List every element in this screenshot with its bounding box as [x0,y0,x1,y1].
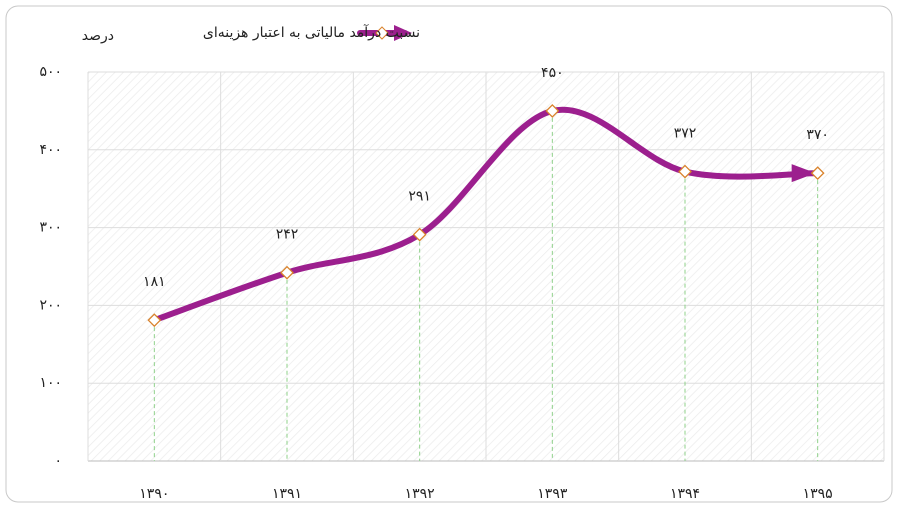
y-tick-label: ۲۰۰ [39,297,62,313]
marker [678,164,692,179]
x-tick-label: ۱۳۹۲ [405,486,435,502]
data-label: ۴۵۰ [541,65,564,81]
marker [412,227,427,242]
data-label: ۳۷۰ [806,127,829,143]
x-tick-label: ۱۳۹۰ [139,486,169,502]
y-tick-label: ۳۰۰ [39,220,62,236]
marker [545,103,560,118]
marker [280,265,294,280]
y-tick-label: ۴۰۰ [39,142,62,158]
data-label: ۲۹۱ [408,189,431,205]
data-label: ۳۷۲ [674,126,697,142]
legend-arrow [394,25,412,41]
data-label: ۱۸۱ [143,274,166,290]
y-tick-label: ۵۰۰ [39,64,62,80]
y-tick-label: ۱۰۰ [39,375,62,391]
marker [147,313,162,328]
line-arrow [791,164,816,183]
marker [810,166,825,181]
x-tick-label: ۱۳۹۴ [670,486,700,502]
legend-marker [375,26,389,40]
data-label: ۲۴۲ [276,227,299,243]
y-axis-label: درصد [82,28,114,44]
series-line [151,106,821,324]
x-tick-label: ۱۳۹۱ [272,486,302,502]
x-tick-label: ۱۳۹۵ [803,486,833,502]
x-tick-label: ۱۳۹۳ [537,486,568,502]
legend-label: نسبت درآمد مالیاتی به اعتبار هزینه‌ای [203,24,420,41]
y-tick-label: ۰ [54,453,62,469]
